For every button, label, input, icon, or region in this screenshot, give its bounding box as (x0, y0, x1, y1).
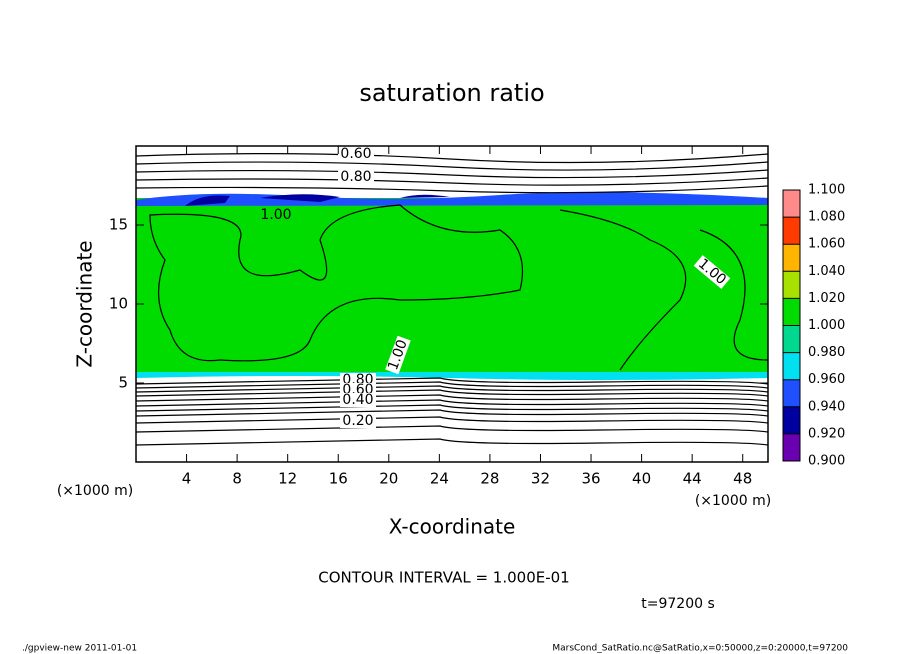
contour-label-bg (340, 393, 376, 407)
footer-left: ./gpview-new 2011-01-01 (22, 644, 137, 654)
contour-line (135, 399, 769, 407)
x-tick-label: 24 (430, 470, 449, 488)
contour-label: 0.20 (342, 413, 373, 429)
contour-label: 0.80 (340, 169, 371, 185)
colorbar-label: 1.060 (808, 237, 845, 252)
contour-label-bg (340, 414, 376, 428)
field-cyan-bottom (136, 372, 768, 380)
y-axis-label: Z-coordinate (73, 240, 97, 367)
x-tick-label: 12 (278, 470, 297, 488)
colorbar-label: 1.080 (808, 210, 845, 225)
contour-label-bg (338, 170, 374, 184)
y-tick-label: 5 (118, 374, 128, 392)
contour-line (135, 153, 769, 164)
x-unit: (×1000 m) (695, 493, 771, 509)
contour-line (149, 204, 524, 362)
footer-right: MarsCond_SatRatio.nc@SatRatio,x=0:50000,… (552, 644, 848, 654)
x-tick-label: 20 (379, 470, 398, 488)
x-tick-label: 48 (733, 470, 752, 488)
x-tick-label: 32 (531, 470, 550, 488)
contour-line (135, 389, 769, 397)
colorbar-swatch (783, 217, 800, 245)
contour-line (135, 416, 769, 424)
time-label: t=97200 s (641, 596, 715, 612)
x-tick-label: 44 (683, 470, 702, 488)
contour-line (135, 377, 769, 385)
colorbar-swatch (783, 352, 800, 380)
contour-lines (135, 153, 769, 446)
contour-line (135, 177, 769, 186)
field-blue-top (136, 192, 768, 206)
contour-line (135, 438, 769, 446)
contour-line (135, 385, 769, 393)
contour-label: 0.60 (340, 146, 371, 162)
x-tick-label: 16 (329, 470, 348, 488)
field-band (136, 198, 768, 376)
colorbar-label: 0.960 (808, 372, 845, 387)
contour-label-bg (693, 255, 731, 289)
colorbar-label: 0.980 (808, 345, 845, 360)
x-axis-label: X-coordinate (389, 515, 516, 539)
field-navy (185, 194, 450, 206)
contour-line (135, 185, 769, 194)
contour-line (135, 425, 769, 433)
colorbar-label: 1.020 (808, 291, 845, 306)
y-tick-label: 10 (109, 295, 128, 313)
colorbar-swatch (783, 325, 800, 353)
contour-line (135, 381, 769, 389)
contour-line (135, 394, 769, 402)
contour-line (135, 169, 769, 179)
contour-label-bg (258, 208, 294, 222)
contour-label-bg (385, 335, 411, 375)
colorbar-label: 0.940 (808, 399, 845, 414)
colorbar-swatch (783, 244, 800, 272)
x-tick-label: 8 (232, 470, 242, 488)
colorbar-label: 1.100 (808, 183, 845, 198)
colorbar-label: 1.000 (808, 318, 845, 333)
contour-line (135, 161, 769, 171)
x-tick-label: 36 (581, 470, 600, 488)
colorbar-swatch (783, 379, 800, 407)
contour-interval: CONTOUR INTERVAL = 1.000E-01 (318, 569, 569, 587)
colorbar-swatch (783, 271, 800, 299)
colorbar-swatch (783, 298, 800, 326)
colorbar-swatch (783, 190, 800, 218)
colorbar-label: 0.900 (808, 454, 845, 469)
contour-line (135, 404, 769, 412)
y-tick-label: 15 (109, 216, 128, 234)
y-unit: (×1000 m) (57, 483, 133, 499)
contour-label: 0.40 (342, 392, 373, 408)
contour-line (135, 409, 769, 417)
colorbar-label: 0.920 (808, 426, 845, 441)
x-tick-label: 40 (632, 470, 651, 488)
chart-title: saturation ratio (359, 79, 544, 107)
colorbar-swatch (783, 406, 800, 434)
contour-label-bg (338, 147, 374, 161)
colorbar-swatch (783, 433, 800, 461)
contour-line (559, 209, 769, 371)
contour-label: 1.00 (260, 207, 291, 223)
x-tick-label: 28 (480, 470, 499, 488)
x-tick-label: 4 (182, 470, 192, 488)
colorbar-label: 1.040 (808, 264, 845, 279)
